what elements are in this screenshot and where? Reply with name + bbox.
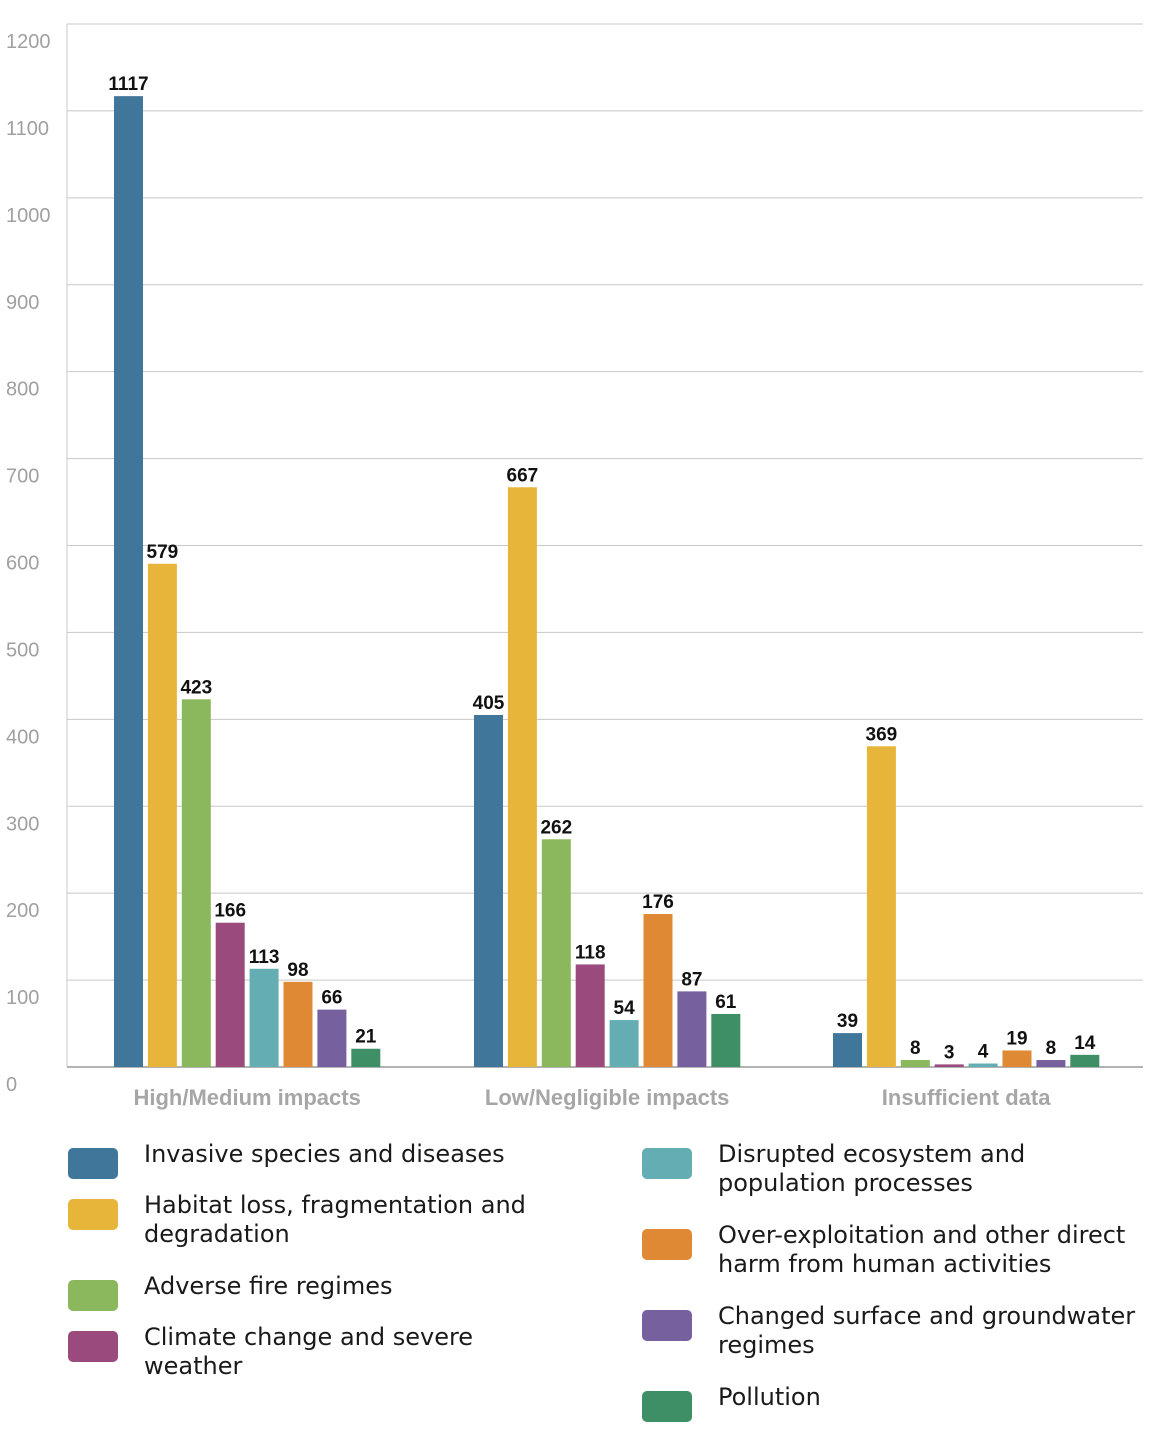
x-category-label: Insufficient data [882,1085,1051,1110]
data-label: 262 [540,817,572,838]
legend-item: Adverse fire regimes [68,1272,544,1311]
legend-swatch [68,1148,118,1179]
bar [866,746,896,1067]
bar-chart: 0 100 200 300 400 500 600 700 800 900 1000 1100 1200… [6,23,1143,1110]
legend-item: Invasive species and diseases [68,1140,544,1179]
bar [934,1064,964,1067]
legend-label: Disrupted ecosystem and population proce… [718,1140,1026,1197]
bar [609,1020,639,1067]
bar [507,487,537,1067]
legend-label: Pollution [718,1383,821,1411]
legend-swatch [642,1229,692,1260]
legend-item: Changed surface and groundwater regimes [642,1302,1138,1360]
bar [317,1009,347,1067]
y-tick-label: 200 [6,900,39,922]
bars [114,96,1100,1068]
data-label: 1117 [108,74,148,95]
y-tick-label: 600 [6,553,39,575]
y-tick-label: 0 [6,1074,17,1096]
data-label: 8 [910,1038,921,1059]
data-label: 113 [249,947,280,968]
data-label: 54 [614,998,636,1019]
data-label: 579 [147,542,179,563]
data-label: 423 [180,677,212,698]
bar [147,563,177,1067]
bar [968,1063,998,1067]
bar [249,968,279,1067]
bar [711,1013,741,1067]
data-label: 4 [978,1042,989,1063]
data-label: 405 [473,693,505,714]
legend-swatch [642,1310,692,1341]
data-label: 667 [507,465,539,486]
legend-label: Climate change and severe weather [144,1323,474,1380]
y-tick-label: 1100 [6,118,49,140]
bar [643,914,673,1067]
data-label: 3 [944,1042,955,1063]
data-label: 8 [1046,1038,1057,1059]
y-axis: 0 100 200 300 400 500 600 700 800 900 1000 1100 1200 [6,31,51,1096]
y-tick-label: 700 [6,466,39,488]
legend-label: Adverse fire regimes [144,1272,393,1300]
legend-label: Over-exploitation and other direct harm … [718,1221,1126,1278]
data-label: 118 [575,942,606,963]
bar [1036,1060,1066,1067]
data-labels: 1117 579 423 166 113 98 66 21 405 667 262 118 54 176 8… [108,74,1095,1063]
bar [541,839,571,1067]
data-label: 39 [837,1011,858,1032]
bar [575,964,605,1067]
y-tick-label: 400 [6,726,39,748]
bar [215,922,245,1067]
bar [677,991,707,1067]
bar [351,1048,381,1067]
legend-item: Habitat loss, fragmentation and degradat… [68,1191,544,1249]
y-tick-label: 500 [6,639,39,661]
bar [283,981,313,1067]
legend-item: Pollution [642,1383,1138,1422]
legend-label: Invasive species and diseases [144,1140,505,1168]
y-tick-label: 1200 [6,31,51,53]
y-tick-label: 1000 [6,205,51,227]
legend-swatch [642,1148,692,1179]
y-tick-label: 100 [6,987,39,1009]
bar [181,699,211,1067]
data-label: 166 [214,901,246,922]
legend: Invasive species and diseases Habitat lo… [0,1140,1149,1440]
data-label: 66 [321,988,342,1009]
x-axis: High/Medium impacts Low/Negligible impact… [133,1085,1051,1110]
legend-item: Climate change and severe weather [68,1323,544,1381]
legend-swatch [68,1331,118,1362]
y-tick-label: 300 [6,813,39,835]
legend-swatch [68,1280,118,1311]
y-tick-label: 900 [6,292,39,314]
legend-item: Disrupted ecosystem and population proce… [642,1140,1138,1198]
x-category-label: High/Medium impacts [133,1085,360,1110]
bar [833,1033,862,1067]
data-label: 14 [1074,1033,1096,1054]
legend-item: Over-exploitation and other direct harm … [642,1221,1138,1279]
bar [114,96,143,1068]
bar [900,1060,930,1067]
x-category-label: Low/Negligible impacts [485,1085,729,1110]
data-label: 176 [642,892,674,913]
bar [1002,1050,1032,1067]
bar [474,714,503,1067]
data-label: 98 [287,960,308,981]
legend-label: Changed surface and groundwater regimes [718,1302,1136,1359]
legend-label: Habitat loss, fragmentation and degradat… [144,1191,526,1248]
data-label: 61 [715,992,737,1013]
data-label: 369 [866,724,898,745]
bar [1070,1054,1100,1067]
y-tick-label: 800 [6,379,39,401]
data-label: 19 [1006,1028,1027,1049]
legend-swatch [642,1391,692,1422]
legend-swatch [68,1199,118,1230]
data-label: 21 [355,1027,377,1048]
data-label: 87 [681,969,702,990]
